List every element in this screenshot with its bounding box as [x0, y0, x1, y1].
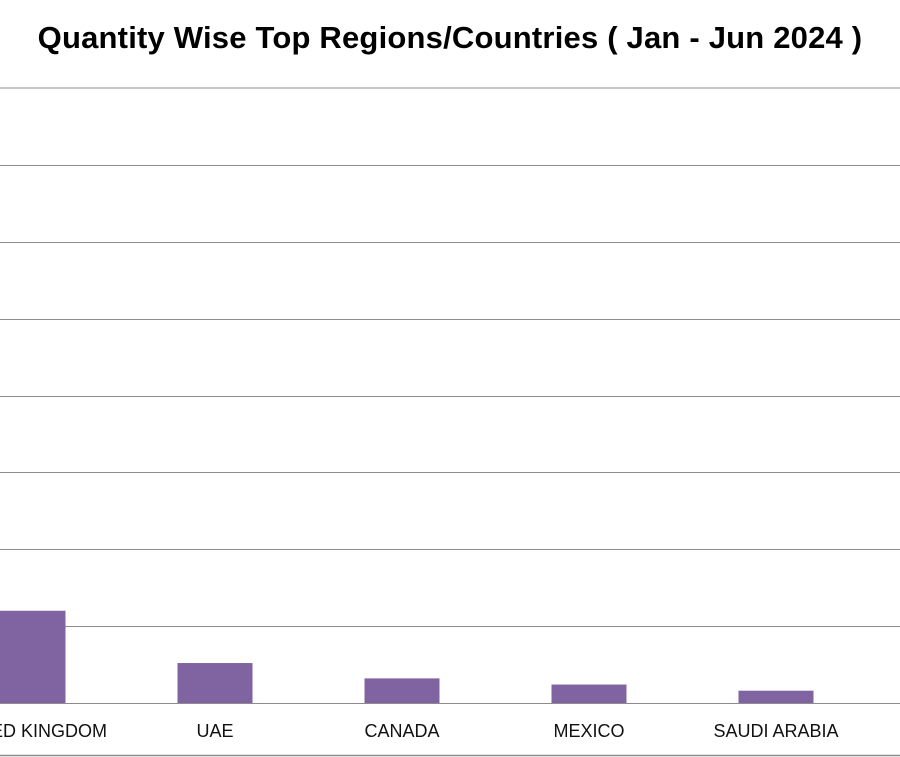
- x-tick-label: UNITED KINGDOM: [0, 721, 107, 741]
- x-tick-label: CANADA: [364, 721, 439, 741]
- bar-saudi-arabia: [738, 690, 814, 703]
- bar-uae: [177, 663, 253, 703]
- x-tick-label: SAUDI ARABIA: [713, 721, 838, 741]
- x-tick-label: MEXICO: [553, 721, 624, 741]
- bar-united-kingdom: [0, 610, 66, 703]
- bar-mexico: [551, 684, 627, 703]
- x-tick-label: UAE: [196, 721, 233, 741]
- chart-title: Quantity Wise Top Regions/Countries ( Ja…: [37, 20, 863, 55]
- bar-canada: [364, 678, 440, 703]
